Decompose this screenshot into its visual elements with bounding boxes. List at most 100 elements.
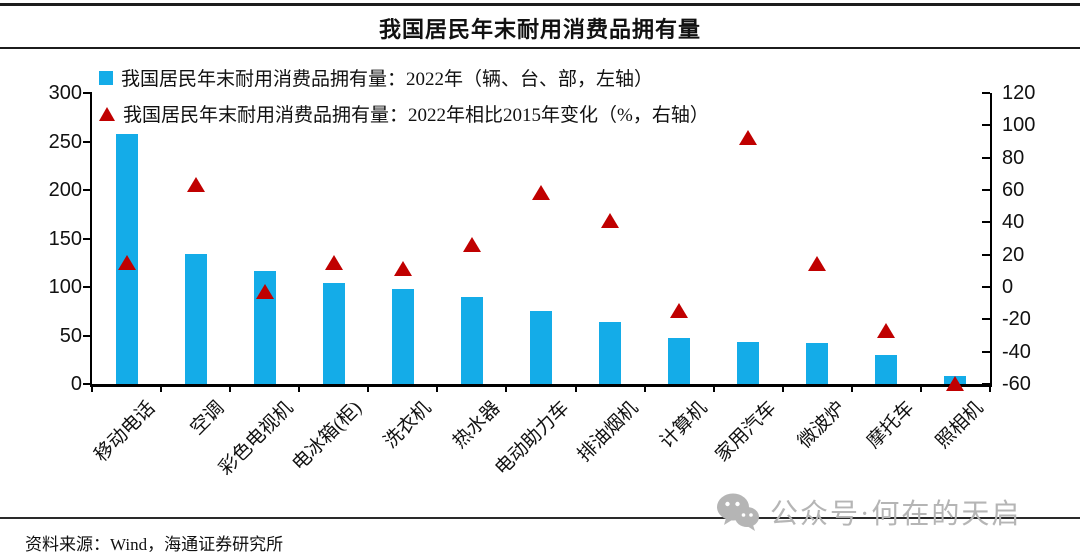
right-axis-tick-label: -40 <box>1002 340 1031 363</box>
triangle-排油烟机 <box>601 212 620 228</box>
triangle-电冰箱(柜) <box>324 254 343 270</box>
legend-square-marker <box>99 70 113 85</box>
right-axis-tick-label: -20 <box>1002 308 1031 331</box>
bar-热水器 <box>460 296 483 384</box>
x-axis-tick <box>229 384 232 392</box>
x-axis-category-label: 电冰箱(柜) <box>288 397 367 476</box>
right-axis-tick <box>982 383 990 385</box>
wechat-icon <box>717 493 759 531</box>
bar-微波炉 <box>806 343 829 384</box>
left-axis-tick <box>83 237 92 240</box>
left-axis-tick-label: 0 <box>70 373 82 395</box>
x-axis-category-label: 热水器 <box>449 397 505 453</box>
triangle-洗衣机 <box>393 261 412 277</box>
x-axis-category-label: 洗衣机 <box>380 397 436 453</box>
right-axis-tick-label: -60 <box>1002 373 1031 395</box>
page-title: 我国居民年末耐用消费品拥有量 <box>378 17 701 42</box>
x-axis-category-label: 电动助力车 <box>491 397 574 480</box>
left-axis-tick-label: 150 <box>48 227 82 250</box>
triangle-照相机 <box>946 376 965 391</box>
left-axis-tick-label: 100 <box>48 276 82 298</box>
bar-彩色电视机 <box>253 270 276 384</box>
right-axis-tick-label: 20 <box>1002 243 1025 266</box>
legend-item-change-pct: 我国居民年末耐用消费品拥有量：2022年相比2015年变化（%，右轴） <box>99 100 709 127</box>
x-axis-category-label: 照相机 <box>932 397 988 453</box>
left-axis-tick-label: 50 <box>59 324 82 347</box>
left-axis-tick-label: 250 <box>48 130 82 153</box>
x-axis-category-label: 家用汽车 <box>712 397 781 467</box>
bar-排油烟机 <box>599 321 622 384</box>
right-axis-tick <box>982 221 990 224</box>
x-axis-category-label: 彩色电视机 <box>215 397 298 480</box>
right-axis-tick <box>982 253 990 256</box>
x-axis-category-label: 排油烟机 <box>573 397 643 467</box>
bar-电冰箱(柜) <box>322 283 345 384</box>
triangle-电动助力车 <box>532 185 550 201</box>
x-axis-tick <box>643 384 646 392</box>
bar-电动助力车 <box>530 311 552 384</box>
right-axis-tick <box>982 318 990 321</box>
right-axis-tick-label: 120 <box>1002 82 1036 104</box>
footer-rule <box>0 517 1080 519</box>
legend-label: 我国居民年末耐用消费品拥有量：2022年相比2015年变化（%，右轴） <box>123 105 709 126</box>
left-axis-tick <box>83 383 92 385</box>
legend-item-2022-level: 我国居民年末耐用消费品拥有量：2022年（辆、台、部，左轴） <box>99 64 709 91</box>
x-axis-category-label: 空调 <box>186 397 229 440</box>
x-axis-category-label: 微波炉 <box>794 397 850 453</box>
triangle-家用汽车 <box>739 130 758 146</box>
right-axis-tick-label: 60 <box>1002 179 1025 201</box>
watermark: 公众号·何在的天启 <box>716 492 1021 532</box>
top-border-rule <box>0 3 1080 6</box>
triangle-热水器 <box>462 236 481 252</box>
right-axis-tick-label: 100 <box>1002 114 1036 137</box>
left-axis-tick-label: 200 <box>48 179 82 201</box>
right-axis-tick <box>982 124 990 127</box>
source-note: 资料来源：Wind，海通证券研究所 <box>25 535 284 554</box>
x-axis-category-label: 移动电话 <box>90 397 159 467</box>
right-axis-tick-label: 0 <box>1002 276 1014 298</box>
x-axis-tick <box>781 384 784 392</box>
x-axis-tick <box>574 384 577 392</box>
right-axis-tick <box>982 156 990 159</box>
bar-计算机 <box>668 338 691 384</box>
triangle-移动电话 <box>117 254 136 270</box>
x-axis-tick <box>919 384 922 392</box>
x-axis-tick <box>91 384 93 392</box>
left-axis-tick-label: 300 <box>48 82 82 104</box>
title-underline-rule <box>0 47 1080 49</box>
right-axis-tick <box>982 286 990 288</box>
chart-legend: 我国居民年末耐用消费品拥有量：2022年（辆、台、部，左轴） 我国居民年末耐用消… <box>99 64 709 136</box>
right-axis-tick <box>982 350 990 353</box>
x-axis-tick <box>989 384 991 392</box>
right-axis-tick <box>982 189 990 191</box>
x-axis-tick <box>436 384 439 392</box>
plot-area: 0 50 100 150 200 250 300 -60 -40 -20 0 20 40 60 80 100 1… <box>49 82 1036 480</box>
left-axis-tick <box>83 189 92 191</box>
triangle-空调 <box>186 177 205 193</box>
right-axis-tick <box>982 92 990 94</box>
bar-洗衣机 <box>391 288 414 384</box>
triangle-彩色电视机 <box>255 283 274 299</box>
left-axis-tick <box>83 92 92 94</box>
x-axis-tick <box>367 384 370 392</box>
bar-摩托车 <box>875 354 898 384</box>
x-axis-category-label: 计算机 <box>656 397 712 453</box>
x-axis-tick <box>160 384 163 392</box>
right-axis-tick-label: 80 <box>1002 146 1025 169</box>
watermark-text: 公众号·何在的天启 <box>770 499 1022 530</box>
bar-家用汽车 <box>737 342 760 384</box>
x-axis-category-label: 摩托车 <box>863 397 919 453</box>
triangle-计算机 <box>670 303 689 319</box>
x-axis-tick <box>505 384 508 392</box>
x-axis-tick <box>850 384 853 392</box>
legend-triangle-marker <box>99 106 115 121</box>
bar-空调 <box>184 254 207 384</box>
triangle-摩托车 <box>877 322 896 338</box>
left-axis-tick <box>83 140 92 143</box>
legend-label: 我国居民年末耐用消费品拥有量：2022年（辆、台、部，左轴） <box>121 69 654 90</box>
left-axis-tick <box>83 334 92 337</box>
right-axis-tick-label: 40 <box>1002 211 1025 234</box>
triangle-微波炉 <box>808 256 827 272</box>
x-axis-tick <box>712 384 715 392</box>
x-axis-tick <box>298 384 301 392</box>
